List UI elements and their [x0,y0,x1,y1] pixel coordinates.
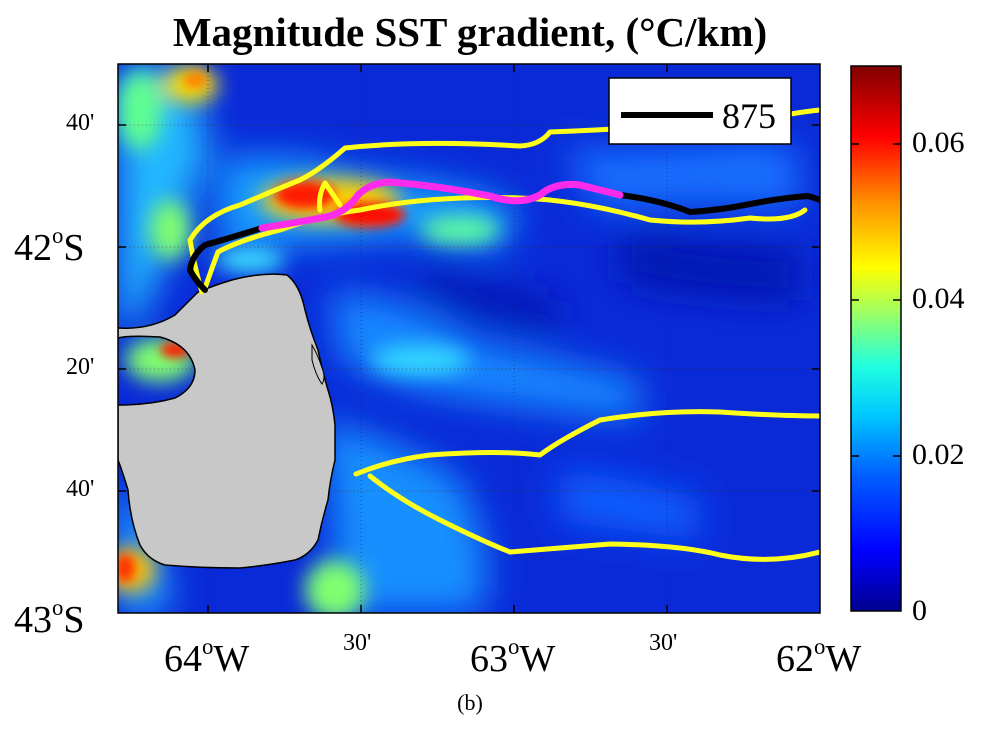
colorbar-gradient [850,65,902,612]
colorbar-tick-label: 0.04 [912,282,965,315]
x-tick-label: 30' [649,630,678,656]
x-tick-label: 62oW [776,633,862,680]
y-tick-label: 20' [66,354,95,380]
axis-ticks [118,64,820,613]
panel-label: (b) [457,690,483,715]
land-peninsula [118,273,336,569]
legend-label: 875 [722,96,776,136]
y-tick-label: 43oS [14,594,85,641]
float-track-875-black [187,192,820,293]
colorbar-tick-label: 0 [912,594,927,627]
y-tick-label: 40' [66,110,95,136]
y-tick-label: 42oS [14,222,85,269]
x-tick-label: 63oW [470,633,556,680]
colorbar [850,65,902,612]
legend-box [608,77,792,145]
map-title: Magnitude SST gradient, (°C/km) [172,9,768,55]
colorbar-tick-label: 0.06 [912,126,965,159]
y-tick-label: 40' [66,476,95,502]
map-field [118,64,820,613]
float-track-875-magenta [258,178,624,232]
x-tick-label: 64oW [164,633,250,680]
map-frame [117,63,821,614]
colorbar-tick-label: 0.02 [912,438,965,471]
float-track-875 [187,178,820,293]
x-tick-label: 30' [343,630,372,656]
